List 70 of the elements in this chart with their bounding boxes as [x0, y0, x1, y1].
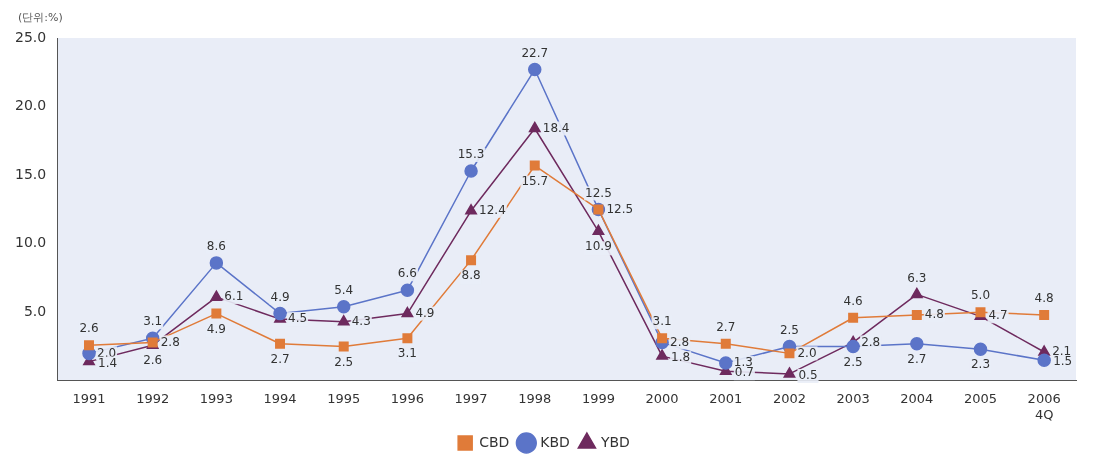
data-label: 6.1 — [224, 289, 244, 304]
data-label: 2.5 — [843, 354, 863, 369]
data-label: 2.5 — [779, 322, 799, 337]
x-tick-label: 1994 — [263, 390, 297, 406]
x-tick-label: 1999 — [581, 390, 615, 406]
data-label: 1.8 — [671, 350, 691, 365]
data-label: 3.1 — [652, 314, 672, 329]
data-label: 8.6 — [206, 239, 226, 253]
data-label: 2.7 — [716, 319, 736, 334]
data-label: 8.8 — [461, 268, 481, 283]
data-label: 0.5 — [798, 368, 818, 383]
y-tick-label: 15.0 — [15, 165, 47, 182]
data-label: 12.5 — [585, 185, 612, 200]
data-label: 2.6 — [143, 353, 163, 368]
data-label: 2.8 — [160, 334, 180, 349]
x-tick-label: 2005 — [963, 390, 998, 406]
data-label: 2.7 — [907, 351, 927, 366]
x-tick-label: 2003 — [836, 390, 870, 406]
data-label: 1.5 — [1053, 354, 1073, 369]
data-label: 2.3 — [970, 357, 991, 372]
data-label: 3.1 — [143, 314, 163, 329]
data-label: 2.7 — [270, 351, 290, 366]
data-label: 4.8 — [924, 307, 944, 322]
x-tick-label: 1991 — [72, 390, 106, 406]
x-tick-label: 2000 — [645, 390, 679, 406]
data-label: 15.3 — [457, 147, 485, 162]
x-tick-label: 1996 — [390, 390, 424, 406]
data-label: 4.7 — [988, 308, 1008, 323]
data-label: 6.6 — [397, 266, 417, 281]
data-label: 4.5 — [288, 311, 308, 326]
data-label: 0.7 — [734, 365, 754, 380]
data-label: 18.4 — [542, 120, 570, 135]
data-label: 10.9 — [585, 239, 612, 254]
data-label: 4.6 — [843, 293, 863, 308]
x-tick-label: 1997 — [454, 390, 488, 406]
data-label: 15.7 — [521, 173, 549, 188]
x-tick-label: 1995 — [327, 390, 361, 406]
data-label: 4.9 — [270, 289, 290, 304]
data-label: 5.4 — [334, 282, 354, 297]
data-label: 2.5 — [334, 354, 354, 369]
data-label: 5.0 — [970, 288, 991, 303]
x-tick-label: 2002 — [772, 390, 806, 406]
y-tick-label: 10.0 — [15, 234, 47, 251]
data-label: 4.9 — [415, 305, 435, 320]
x-tick-label: 2001 — [709, 390, 743, 406]
x-tick-label: 2004 — [900, 390, 934, 406]
data-label: 6.3 — [907, 270, 927, 285]
text: (단위:%) — [18, 10, 63, 25]
x-tick-label: 1993 — [199, 390, 233, 406]
y-tick-label: 20.0 — [15, 97, 47, 114]
x-tick-label: 1998 — [518, 390, 552, 406]
data-label: 4.3 — [351, 313, 371, 328]
legend-label: YBD — [599, 433, 630, 450]
data-label: 2.0 — [797, 345, 817, 360]
legend-label: KBD — [540, 433, 570, 450]
y-tick-label: 25.0 — [15, 28, 47, 45]
data-label: 4.9 — [206, 321, 226, 336]
legend-label: CBD — [479, 433, 510, 450]
data-label: 12.4 — [479, 202, 506, 217]
data-label: 3.1 — [397, 346, 417, 361]
data-label: 2.8 — [670, 334, 690, 349]
y-tick-label: 5.0 — [23, 302, 47, 319]
x-tick-label: 2006 4Q — [1027, 390, 1061, 422]
data-label: 2.6 — [79, 321, 99, 336]
data-label: 1.4 — [98, 355, 118, 370]
data-label: 22.7 — [521, 45, 549, 60]
data-label: 4.8 — [1034, 291, 1054, 306]
x-tick-label: 1992 — [136, 390, 170, 406]
data-label: 2.8 — [861, 334, 881, 349]
data-label: 12.5 — [606, 201, 634, 216]
